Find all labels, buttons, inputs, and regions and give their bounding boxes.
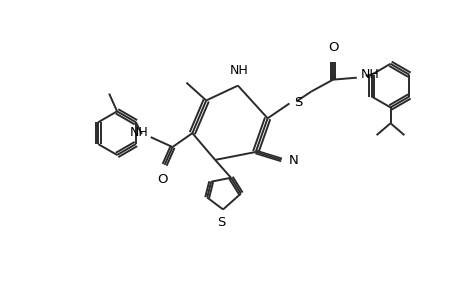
- Text: N: N: [288, 154, 297, 167]
- Text: O: O: [157, 173, 168, 186]
- Text: NH: NH: [229, 64, 248, 77]
- Text: NH: NH: [360, 68, 379, 81]
- Text: NH: NH: [130, 126, 148, 139]
- Text: S: S: [217, 216, 225, 230]
- Text: O: O: [327, 41, 337, 54]
- Text: S: S: [294, 96, 302, 109]
